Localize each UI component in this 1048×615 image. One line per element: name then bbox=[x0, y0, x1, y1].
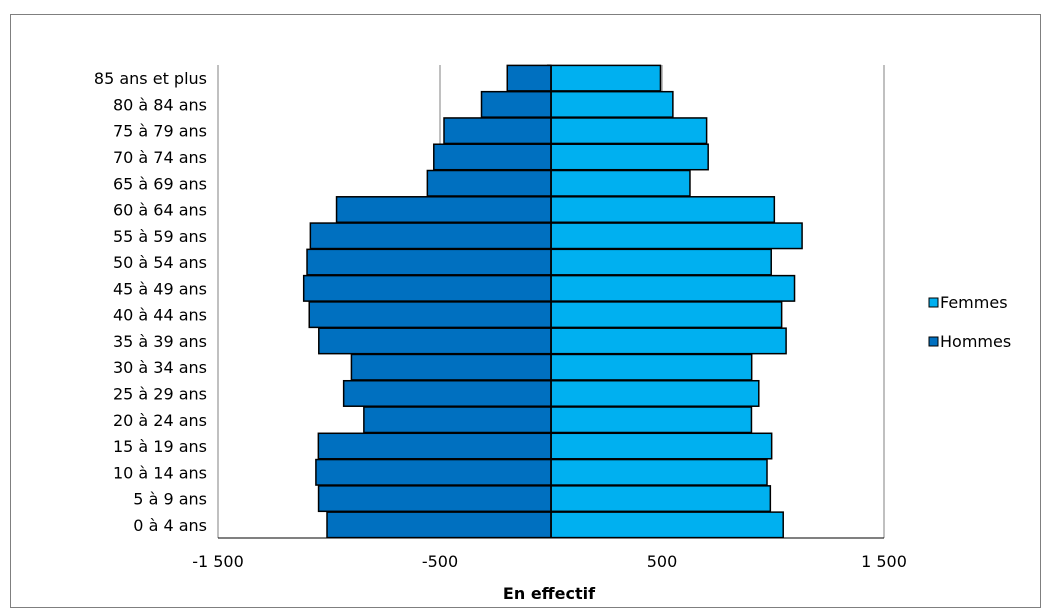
category-label-5-9-ans: 5 à 9 ans bbox=[133, 490, 207, 509]
bar-femmes-50-54-ans bbox=[550, 248, 772, 276]
bar-hommes-30-34-ans bbox=[350, 353, 552, 381]
category-label-55-59-ans: 55 à 59 ans bbox=[113, 227, 207, 246]
bar-hommes-45-49-ans bbox=[302, 274, 552, 302]
category-label-50-54-ans: 50 à 54 ans bbox=[113, 253, 207, 272]
category-label-65-69-ans: 65 à 69 ans bbox=[113, 174, 207, 193]
bar-hommes-40-44-ans bbox=[308, 301, 552, 329]
legend-label-femmes: Femmes bbox=[940, 293, 1008, 312]
category-labels: 85 ans et plus 80 à 84 ans 75 à 79 ans 70 à… bbox=[94, 69, 207, 535]
x-tick-label-3: 1 500 bbox=[861, 552, 907, 571]
bar-hommes-15-19-ans bbox=[317, 432, 552, 460]
category-label-60-64-ans: 60 à 64 ans bbox=[113, 201, 207, 220]
category-label-20-24-ans: 20 à 24 ans bbox=[113, 411, 207, 430]
legend-swatch-femmes bbox=[928, 297, 939, 308]
chart-area: 85 ans et plus 80 à 84 ans 75 à 79 ans 70 à… bbox=[10, 14, 1041, 608]
legend-swatch-hommes bbox=[928, 336, 939, 347]
bar-femmes-70-74-ans bbox=[550, 143, 709, 171]
bar-hommes-65-69-ans bbox=[426, 169, 552, 197]
category-label-75-79-ans: 75 à 79 ans bbox=[113, 122, 207, 141]
bar-femmes-0-4-ans bbox=[550, 511, 784, 539]
bar-hommes-35-39-ans bbox=[318, 327, 552, 355]
bar-femmes-35-39-ans bbox=[550, 327, 787, 355]
bar-femmes-30-34-ans bbox=[550, 353, 753, 381]
bar-hommes-50-54-ans bbox=[306, 248, 552, 276]
bar-femmes-80-84-ans bbox=[550, 90, 674, 118]
category-label-40-44-ans: 40 à 44 ans bbox=[113, 306, 207, 325]
bar-femmes-85-ans-et-plus bbox=[550, 64, 662, 92]
x-tick-label-0: -1 500 bbox=[192, 552, 244, 571]
bar-hommes-20-24-ans bbox=[363, 406, 552, 434]
bar-hommes-55-59-ans bbox=[309, 222, 552, 250]
category-label-0-4-ans: 0 à 4 ans bbox=[133, 516, 207, 535]
category-label-45-49-ans: 45 à 49 ans bbox=[113, 279, 207, 298]
legend-label-hommes: Hommes bbox=[940, 332, 1011, 351]
category-label-15-19-ans: 15 à 19 ans bbox=[113, 437, 207, 456]
bar-hommes-5-9-ans bbox=[317, 485, 552, 513]
bar-hommes-70-74-ans bbox=[433, 143, 552, 171]
bar-femmes-60-64-ans bbox=[550, 196, 776, 224]
category-label-80-84-ans: 80 à 84 ans bbox=[113, 95, 207, 114]
bar-femmes-65-69-ans bbox=[550, 169, 691, 197]
bar-hommes-10-14-ans bbox=[315, 458, 552, 486]
category-label-35-39-ans: 35 à 39 ans bbox=[113, 332, 207, 351]
x-tick-labels: -1 500 -500 500 1 500 bbox=[192, 552, 907, 571]
category-label-85-ans-et-plus: 85 ans et plus bbox=[94, 69, 207, 88]
bar-femmes-45-49-ans bbox=[550, 274, 796, 302]
bar-femmes-5-9-ans bbox=[550, 485, 772, 513]
bar-femmes-20-24-ans bbox=[550, 406, 753, 434]
bar-hommes-85-ans-et-plus bbox=[506, 64, 552, 92]
legend: Femmes Hommes bbox=[928, 293, 1011, 351]
bar-femmes-40-44-ans bbox=[550, 301, 783, 329]
category-label-25-29-ans: 25 à 29 ans bbox=[113, 384, 207, 403]
bar-hommes-25-29-ans bbox=[342, 379, 552, 407]
bar-hommes-75-79-ans bbox=[443, 117, 552, 145]
category-label-10-14-ans: 10 à 14 ans bbox=[113, 463, 207, 482]
x-axis-title: En effectif bbox=[503, 584, 596, 603]
bar-femmes-10-14-ans bbox=[550, 458, 768, 486]
bar-femmes-15-19-ans bbox=[550, 432, 773, 460]
category-label-30-34-ans: 30 à 34 ans bbox=[113, 358, 207, 377]
bars bbox=[302, 64, 803, 539]
category-label-70-74-ans: 70 à 74 ans bbox=[113, 148, 207, 167]
bar-femmes-55-59-ans bbox=[550, 222, 803, 250]
bar-femmes-25-29-ans bbox=[550, 379, 760, 407]
population-pyramid-chart: 85 ans et plus 80 à 84 ans 75 à 79 ans 70 à… bbox=[94, 64, 1011, 603]
bar-hommes-0-4-ans bbox=[326, 511, 552, 539]
axes bbox=[218, 64, 884, 539]
bar-hommes-60-64-ans bbox=[335, 196, 552, 224]
x-tick-label-2: 500 bbox=[647, 552, 678, 571]
bar-femmes-75-79-ans bbox=[550, 117, 708, 145]
bar-hommes-80-84-ans bbox=[480, 90, 552, 118]
x-tick-label-1: -500 bbox=[422, 552, 458, 571]
